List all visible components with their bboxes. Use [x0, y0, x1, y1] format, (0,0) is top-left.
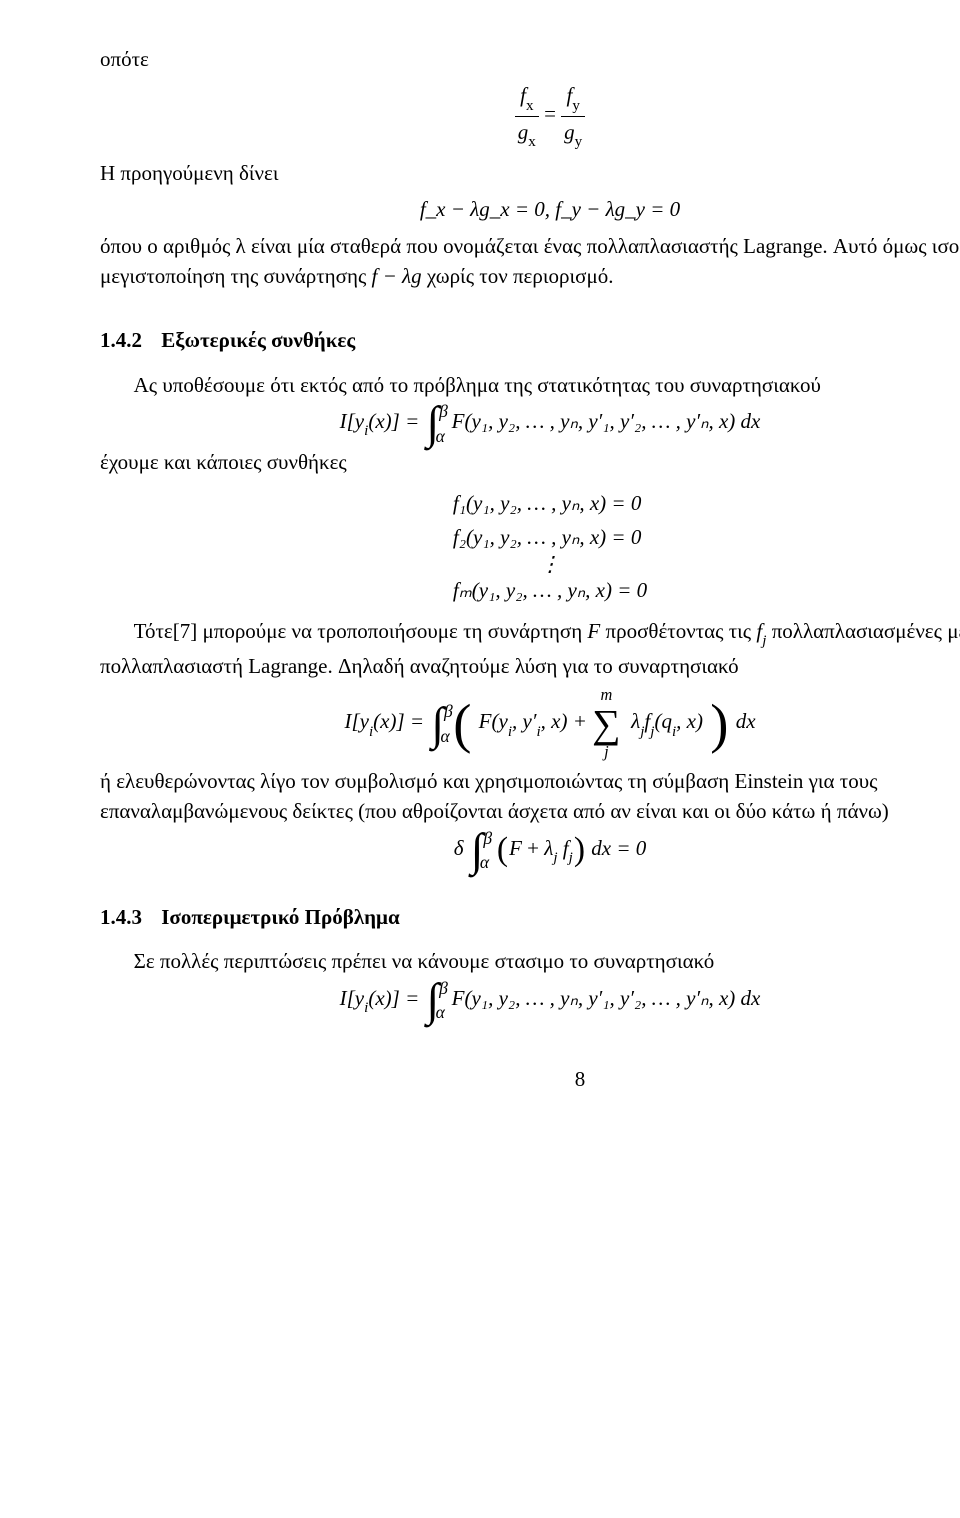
fraction: fx gx — [515, 80, 539, 151]
text: ή ελευθερώνοντας λίγο τον συμβολισμό και… — [100, 769, 889, 823]
paragraph: ή ελευθερώνοντας λίγο τον συμβολισμό και… — [100, 766, 960, 827]
page-number: 8 — [100, 1064, 960, 1094]
paragraph: Σε πολλές περιπτώσεις πρέπει να κάνουμε … — [100, 946, 960, 976]
section-heading-1-4-3: 1.4.3 Ισοπεριμετρικό Πρόβλημα — [100, 902, 960, 932]
equation-31: f₁(y₁, y₂, … , yₙ, x) = 0 f₂(y₁, y₂, … ,… — [100, 484, 960, 610]
equation-body: f_x − λg_x = 0, f_y − λg_y = 0 — [100, 194, 960, 224]
section-heading-1-4-2: 1.4.2 Εξωτερικές συνθήκες — [100, 325, 960, 355]
paragraph: οπότε — [100, 44, 960, 74]
sum-icon: m ∑ j — [592, 687, 620, 760]
section-number: 1.4.3 — [100, 905, 142, 929]
text: προσθέτοντας τις — [600, 619, 756, 643]
section-title: Εξωτερικές συνθήκες — [161, 328, 355, 352]
text: Ας υποθέσουμε ότι εκτός από το πρόβλημα … — [134, 373, 821, 397]
equation-34: I[yi(x)] = ∫βα F(y₁, y₂, … , yₙ, y′₁, y′… — [100, 983, 960, 1018]
equals: = — [544, 102, 561, 126]
paragraph: όπου ο αριθμός λ είναι μία σταθερά που ο… — [100, 231, 960, 292]
section-number: 1.4.2 — [100, 328, 142, 352]
math-inline: F — [587, 619, 600, 643]
equation-29: f_x − λg_x = 0, f_y − λg_y = 0 (29) — [100, 194, 960, 224]
text: οπότε — [100, 47, 149, 71]
text: Τότε[7] μπορούμε να τροποποιήσουμε τη συ… — [134, 619, 588, 643]
text: πολλαπλασιαστή Lagrange. Δηλαδή αναζητού… — [100, 654, 739, 678]
math-inline: f − λg — [372, 264, 422, 288]
text: έχουμε και κάποιες συνθήκες — [100, 450, 347, 474]
paragraph: Η προηγούμενη δίνει — [100, 158, 960, 188]
text: πολλαπλασιασμένες με κάποιο — [766, 619, 960, 643]
section-title: Ισοπεριμετρικό Πρόβλημα — [161, 905, 399, 929]
equation-33: δ ∫βα (F + λj fj) dx = 0 (33) — [100, 833, 960, 868]
equation-body: I[yi(x)] = ∫βα ( F(yi, y′i, x) + m ∑ j λ… — [100, 687, 960, 760]
text: Η προηγούμενη δίνει — [100, 161, 278, 185]
equation-30: I[yi(x)] = ∫βα F(y₁, y₂, … , yₙ, y′₁, y′… — [100, 406, 960, 441]
paragraph: έχουμε και κάποιες συνθήκες — [100, 447, 960, 477]
text: χωρίς τον περιορισμό. — [422, 264, 614, 288]
equation-body: δ ∫βα (F + λj fj) dx = 0 — [100, 833, 960, 868]
fraction: fy gy — [561, 80, 585, 151]
equation-body: I[yi(x)] = ∫βα F(y₁, y₂, … , yₙ, y′₁, y′… — [100, 983, 960, 1018]
text: Σε πολλές περιπτώσεις πρέπει να κάνουμε … — [134, 949, 715, 973]
paragraph: Ας υποθέσουμε ότι εκτός από το πρόβλημα … — [100, 370, 960, 400]
equation-32: I[yi(x)] = ∫βα ( F(yi, y′i, x) + m ∑ j λ… — [100, 687, 960, 760]
equation-stack: f₁(y₁, y₂, … , yₙ, x) = 0 f₂(y₁, y₂, … ,… — [453, 484, 647, 610]
equation-body: f₁(y₁, y₂, … , yₙ, x) = 0 f₂(y₁, y₂, … ,… — [100, 484, 960, 610]
paragraph: Τότε[7] μπορούμε να τροποποιήσουμε τη συ… — [100, 616, 960, 682]
equation-body: fx gx = fy gy — [100, 80, 960, 151]
equation-fx-over-gx: fx gx = fy gy — [100, 80, 960, 151]
equation-body: I[yi(x)] = ∫βα F(y₁, y₂, … , yₙ, y′₁, y′… — [100, 406, 960, 441]
